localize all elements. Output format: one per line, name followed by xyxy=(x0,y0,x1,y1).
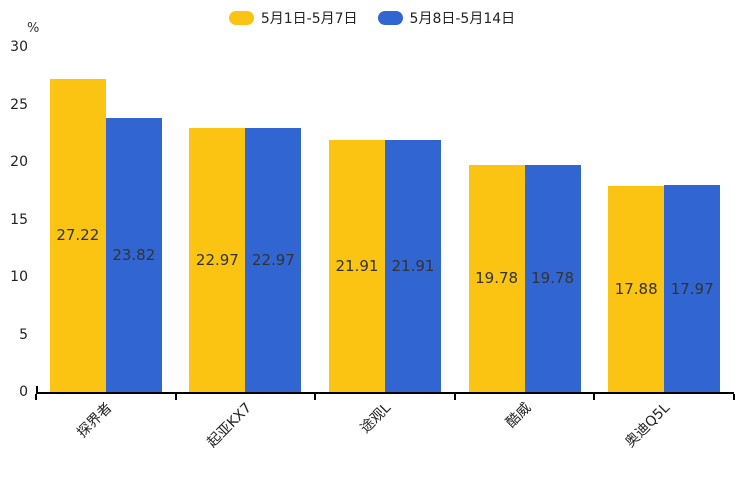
y-axis-tick-label: 5 xyxy=(19,326,28,343)
bar-week2-起亚KX7 xyxy=(245,127,302,392)
y-axis-tick-label: 25 xyxy=(10,96,28,113)
bar-week1-起亚KX7 xyxy=(189,127,246,392)
x-axis-category-label-奥迪Q5L: 奥迪Q5L xyxy=(622,400,674,451)
bar-value-label: 23.82 xyxy=(112,246,156,265)
y-axis-unit-label: % xyxy=(27,21,40,36)
legend-swatch-week2 xyxy=(377,11,403,25)
bar-value-label: 27.22 xyxy=(56,226,100,245)
bar-value-label: 17.97 xyxy=(670,279,714,298)
x-axis-line xyxy=(36,392,734,394)
bar-week2-酷威 xyxy=(524,164,581,392)
legend-item-week1[interactable]: 5月1日-5月7日 xyxy=(228,8,358,28)
bar-week1-酷威 xyxy=(468,164,525,392)
x-axis-category-label-起亚KX7: 起亚KX7 xyxy=(204,400,255,451)
bar-value-label: 21.91 xyxy=(335,257,379,276)
x-axis-category-label-酷威: 酷威 xyxy=(502,400,534,432)
y-axis-tick-label: 10 xyxy=(10,269,28,285)
legend-label-week2: 5月8日-5月14日 xyxy=(409,11,516,27)
x-axis-category-label-探界者: 探界者 xyxy=(74,400,116,442)
bar-week1-奥迪Q5L xyxy=(608,186,665,392)
bar-week2-探界者 xyxy=(105,118,162,392)
x-axis-tick xyxy=(453,394,456,400)
x-axis-tick xyxy=(314,394,317,400)
bar-week1-探界者 xyxy=(49,78,106,392)
x-axis-tick xyxy=(35,394,37,400)
bar-week2-途观L xyxy=(385,140,441,392)
y-axis-tick-label: 15 xyxy=(10,211,28,228)
legend-label-week1: 5月1日-5月7日 xyxy=(260,11,358,27)
legend-swatch-week1 xyxy=(228,11,254,25)
y-axis-tick-label: 0 xyxy=(19,384,28,400)
bar-value-label: 17.88 xyxy=(614,280,658,299)
bar-value-label: 19.78 xyxy=(475,269,519,288)
bar-value-label: 19.78 xyxy=(531,269,575,288)
x-axis-tick xyxy=(733,394,735,400)
y-axis-tick-label: 30 xyxy=(10,39,28,55)
y-axis-zero-tick xyxy=(36,386,38,392)
legend: 5月1日-5月7日 5月8日-5月14日 xyxy=(0,8,744,28)
bar-week2-奥迪Q5L xyxy=(664,185,721,392)
bar-week1-途观L xyxy=(329,140,385,392)
y-axis-tick-label: 20 xyxy=(10,154,28,170)
bar-value-label: 22.97 xyxy=(251,250,295,269)
x-axis-tick xyxy=(593,394,596,400)
x-axis-category-label-途观L: 途观L xyxy=(357,400,395,437)
bar-value-label: 22.97 xyxy=(195,250,239,269)
x-axis-tick xyxy=(174,394,177,400)
bar-value-label: 21.91 xyxy=(391,257,435,276)
legend-item-week2[interactable]: 5月8日-5月14日 xyxy=(377,8,516,28)
